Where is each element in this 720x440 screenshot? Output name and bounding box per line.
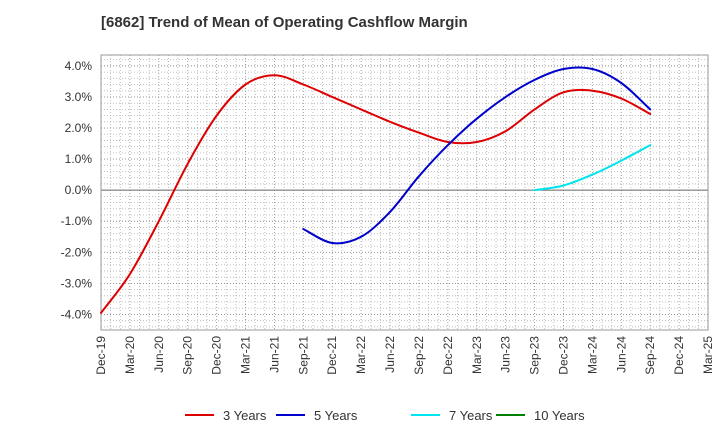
gridlines <box>101 55 708 330</box>
x-tick-label: Mar-20 <box>123 336 137 374</box>
x-axis-ticks: Dec-19 Mar-20 Jun-20 Sep-20 Dec-20 Mar-21 Jun-… <box>94 336 715 375</box>
series-line-3-years <box>100 74 652 314</box>
x-tick-label: Dec-22 <box>441 336 455 375</box>
y-tick-label: 0.0% <box>65 183 93 197</box>
x-tick-label: Dec-21 <box>325 336 339 375</box>
x-tick-label: Mar-21 <box>239 336 253 374</box>
legend-label-3-years: 3 Years <box>223 408 267 423</box>
x-tick-label: Dec-24 <box>672 336 686 375</box>
x-tick-label: Mar-24 <box>585 336 599 374</box>
y-tick-label: 2.0% <box>65 121 93 135</box>
y-tick-label: 4.0% <box>65 59 93 73</box>
legend-label-5-years: 5 Years <box>314 408 358 423</box>
y-tick-label: -3.0% <box>61 276 93 290</box>
y-tick-label: 1.0% <box>65 152 93 166</box>
series-line-7-years <box>533 144 652 192</box>
x-tick-label: Jun-24 <box>614 336 628 373</box>
x-tick-label: Sep-24 <box>643 336 657 375</box>
x-tick-label: Sep-20 <box>181 336 195 375</box>
series-line-5-years <box>302 66 652 245</box>
x-tick-label: Dec-19 <box>94 336 108 375</box>
x-tick-label: Jun-23 <box>499 336 513 373</box>
y-tick-label: 3.0% <box>65 90 93 104</box>
y-tick-label: -4.0% <box>61 307 93 321</box>
x-tick-label: Sep-23 <box>528 336 542 375</box>
legend-label-7-years: 7 Years <box>449 408 493 423</box>
x-tick-label: Dec-20 <box>210 336 224 375</box>
legend: 3 Years 5 Years 7 Years 10 Years <box>185 408 585 423</box>
y-axis-ticks: 4.0% 3.0% 2.0% 1.0% 0.0% -1.0% -2.0% -3.0% -4.0% <box>61 59 93 322</box>
x-tick-label: Mar-23 <box>470 336 484 374</box>
y-tick-label: -1.0% <box>61 214 93 228</box>
x-tick-label: Jun-22 <box>383 336 397 373</box>
x-tick-label: Dec-23 <box>556 336 570 375</box>
plot-frame <box>100 54 709 331</box>
x-tick-label: Jun-21 <box>267 336 281 373</box>
y-tick-label: -2.0% <box>61 245 93 259</box>
x-tick-label: Sep-21 <box>296 336 310 375</box>
chart-title: [6862] Trend of Mean of Operating Cashfl… <box>101 14 468 31</box>
x-tick-label: Sep-22 <box>412 336 426 375</box>
axes <box>100 54 709 331</box>
x-tick-label: Jun-20 <box>152 336 166 373</box>
series-lines <box>100 66 652 314</box>
x-tick-label: Mar-25 <box>701 336 715 374</box>
legend-label-10-years: 10 Years <box>534 408 585 423</box>
x-tick-label: Mar-22 <box>354 336 368 374</box>
